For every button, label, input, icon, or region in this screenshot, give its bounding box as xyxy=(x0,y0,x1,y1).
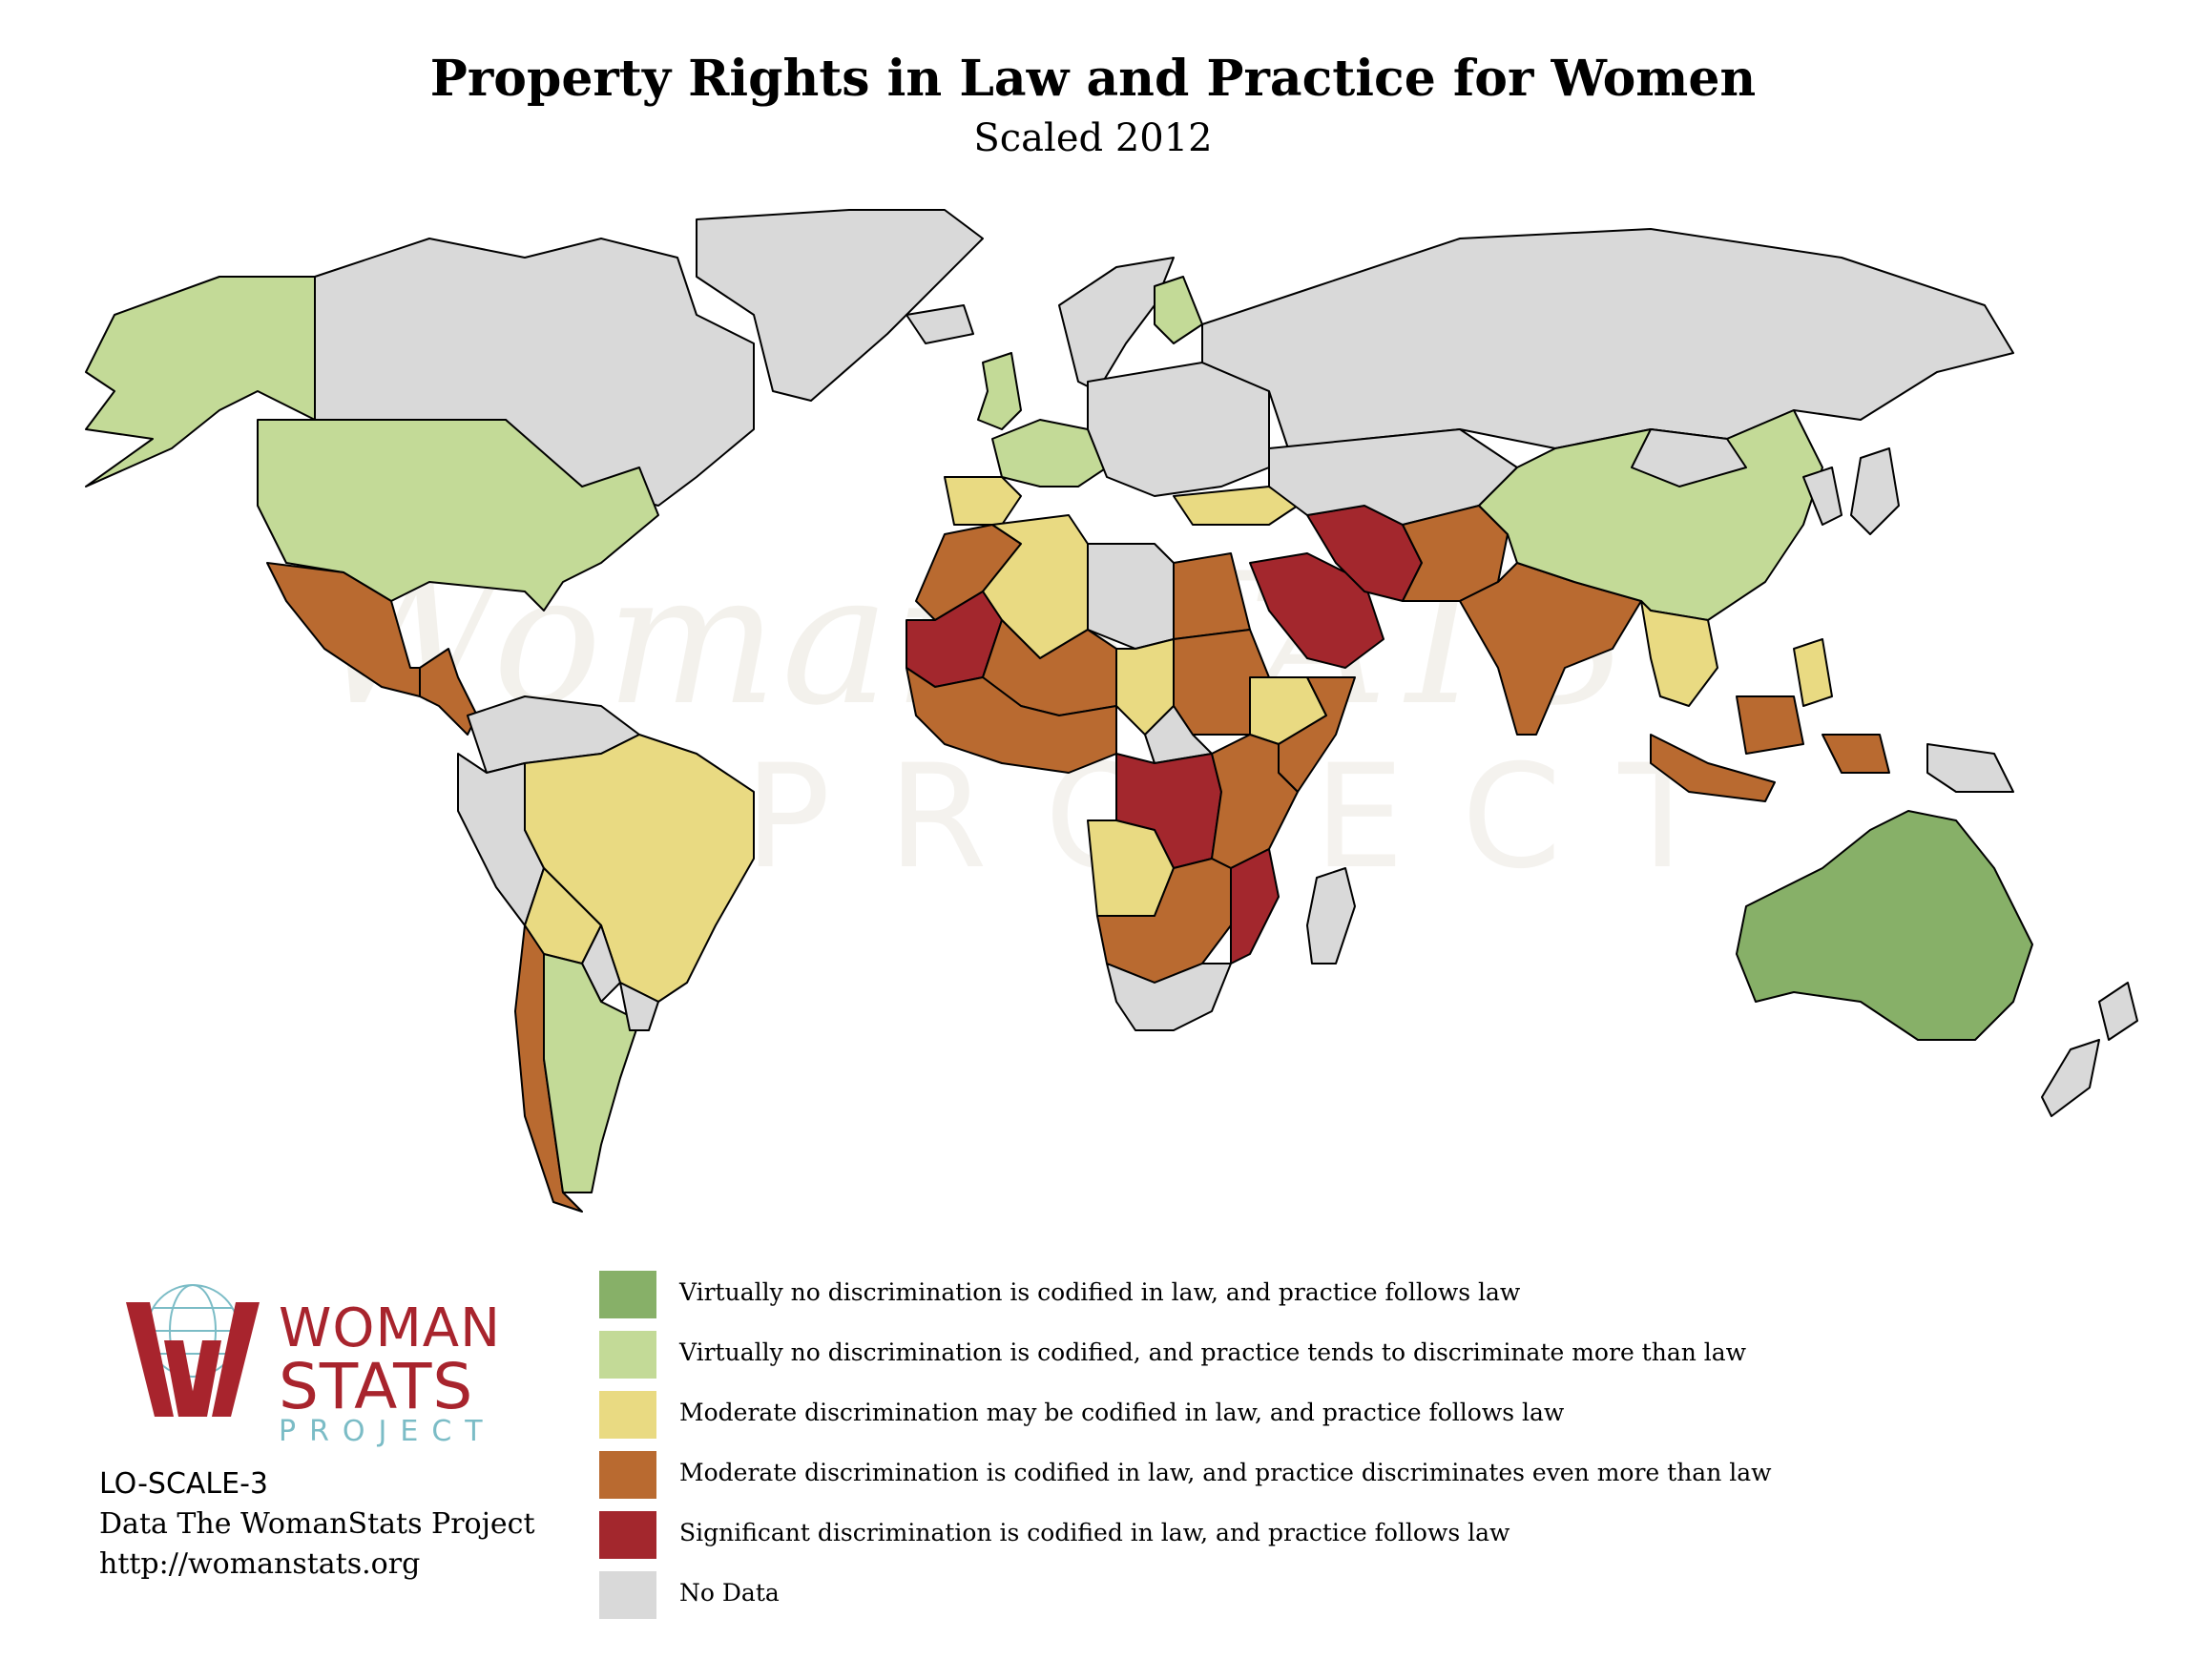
legend-swatch xyxy=(599,1451,656,1499)
region-korea-japan[interactable] xyxy=(1802,447,1900,535)
region-libya[interactable] xyxy=(1087,543,1175,650)
legend-label: Moderate discrimination may be codified … xyxy=(679,1399,1565,1426)
region-west-africa[interactable] xyxy=(906,667,1117,774)
map-subtitle: Scaled 2012 xyxy=(973,116,1213,160)
region-united-states[interactable] xyxy=(257,419,659,612)
region-east-africa[interactable] xyxy=(1211,734,1299,869)
logo-word-stats: STATS xyxy=(279,1350,474,1423)
legend-swatch xyxy=(599,1571,656,1619)
region-central-america[interactable] xyxy=(419,648,478,736)
region-iberia[interactable] xyxy=(944,476,1022,526)
map-title: Property Rights in Law and Practice for … xyxy=(429,50,1757,108)
credits: LO-SCALE-3 Data The WomanStats Project h… xyxy=(99,1464,535,1585)
region-egypt[interactable] xyxy=(1173,552,1251,640)
region-uruguay[interactable] xyxy=(619,982,659,1031)
region-greenland[interactable] xyxy=(696,209,984,402)
region-russia[interactable] xyxy=(1201,228,2014,449)
legend-label: Virtually no discrimination is codified … xyxy=(679,1278,1521,1306)
region-southeast-asia[interactable] xyxy=(1640,600,1833,707)
region-finland[interactable] xyxy=(1154,276,1203,344)
legend-swatch xyxy=(599,1391,656,1439)
region-scandinavia[interactable] xyxy=(1058,257,1175,392)
legend-item: Moderate discrimination may be codified … xyxy=(599,1391,2174,1451)
legend-item: Significant discrimination is codified i… xyxy=(599,1511,2174,1571)
region-turkey[interactable] xyxy=(1173,486,1299,526)
world-map xyxy=(29,200,2166,1231)
region-mongolia[interactable] xyxy=(1631,428,1747,487)
source-url[interactable]: http://womanstats.org xyxy=(99,1547,421,1581)
legend-swatch xyxy=(599,1331,656,1379)
legend-swatch xyxy=(599,1511,656,1559)
region-united-kingdom[interactable] xyxy=(977,352,1022,430)
region-western-europe[interactable] xyxy=(991,419,1108,487)
region-madagascar[interactable] xyxy=(1306,867,1356,964)
legend-label: Moderate discrimination is codified in l… xyxy=(679,1459,1772,1486)
legend-item: Virtually no discrimination is codified,… xyxy=(599,1331,2174,1391)
region-saudi-arabia[interactable] xyxy=(1249,552,1384,669)
legend: Virtually no discrimination is codified … xyxy=(599,1271,2174,1631)
womanstats-logo: WOMAN STATS PROJECT xyxy=(107,1274,508,1448)
region-iceland[interactable] xyxy=(906,304,974,344)
region-south-africa[interactable] xyxy=(1106,963,1232,1031)
region-india[interactable] xyxy=(1459,562,1642,736)
data-source: Data The WomanStats Project xyxy=(99,1507,535,1541)
region-australia[interactable] xyxy=(1736,810,2033,1041)
region-eastern-europe[interactable] xyxy=(1087,362,1270,497)
legend-item: Moderate discrimination is codified in l… xyxy=(599,1451,2174,1511)
legend-swatch xyxy=(599,1271,656,1318)
scale-code: LO-SCALE-3 xyxy=(99,1467,269,1501)
region-mozambique[interactable] xyxy=(1230,848,1280,964)
region-new-zealand[interactable] xyxy=(2041,982,2138,1117)
region-papua[interactable] xyxy=(1926,743,2014,793)
logo-mark-icon xyxy=(126,1284,260,1417)
region-argentina[interactable] xyxy=(543,953,640,1193)
legend-item: Virtually no discrimination is codified … xyxy=(599,1271,2174,1331)
legend-label: Significant discrimination is codified i… xyxy=(679,1519,1510,1546)
logo-word-project: PROJECT xyxy=(279,1415,496,1448)
legend-label: Virtually no discrimination is codified,… xyxy=(679,1338,1747,1366)
logo-word-woman: WOMAN xyxy=(279,1297,501,1359)
region-indonesia[interactable] xyxy=(1650,695,1890,802)
world-map-svg xyxy=(85,209,2138,1213)
legend-item: No Data xyxy=(599,1571,2174,1631)
region-central-african-rep[interactable] xyxy=(1144,705,1213,764)
legend-label: No Data xyxy=(679,1579,780,1607)
